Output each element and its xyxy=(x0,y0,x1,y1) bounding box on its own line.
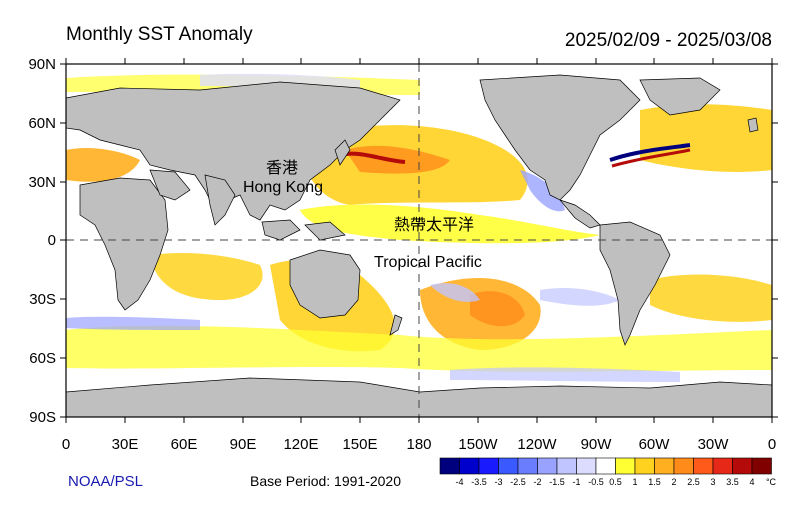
lat-label-90s: 90S xyxy=(29,409,56,426)
lon-label-120w: 120W xyxy=(517,436,557,453)
colorbar-tick-label: 1 xyxy=(632,477,637,487)
hong-kong-label-en: Hong Kong xyxy=(243,179,323,196)
colorbar-swatch xyxy=(654,457,675,475)
colorbar-tick-label: 3 xyxy=(710,477,715,487)
anomaly-patches xyxy=(66,73,772,382)
colorbar: -4 -3.5 -3 -2.5 -2 -1.5 -1 -0.5 0.5 1 1.5 2 2.5 3 3.5 4 xyxy=(439,457,772,487)
tropical-pacific-label-cn: 熱帶太平洋 xyxy=(394,216,474,234)
colorbar-tick-label: -3 xyxy=(494,477,502,487)
lat-label-0: 0 xyxy=(48,232,56,249)
lon-label-30w: 30W xyxy=(698,436,730,453)
lon-label-180: 180 xyxy=(406,436,431,453)
colorbar-swatch xyxy=(595,457,616,475)
lat-label-60n: 60N xyxy=(28,115,56,132)
hong-kong-label-cn: 香港 xyxy=(266,159,298,177)
tropical-pacific-label-en: Tropical Pacific xyxy=(374,254,482,271)
colorbar-swatch xyxy=(556,457,577,475)
colorbar-tick-label: 3.5 xyxy=(726,477,739,487)
lon-label-30e: 30E xyxy=(112,436,139,453)
lon-label-150e: 150E xyxy=(342,436,377,453)
colorbar-tick-label: -1 xyxy=(572,477,580,487)
colorbar-swatch xyxy=(537,457,558,475)
colorbar-tick-label: -2 xyxy=(533,477,541,487)
colorbar-swatch xyxy=(498,457,519,475)
continents xyxy=(65,74,773,418)
colorbar-swatch xyxy=(478,457,499,475)
colorbar-swatch xyxy=(732,457,753,475)
colorbar-tick-label: -4 xyxy=(455,477,463,487)
lon-label-90e: 90E xyxy=(230,436,257,453)
colorbar-tick-label: 2 xyxy=(671,477,676,487)
base-period-label: Base Period: 1991-2020 xyxy=(250,473,401,489)
date-range: 2025/02/09 - 2025/03/08 xyxy=(564,30,772,51)
colorbar-tick-label: -2.5 xyxy=(510,477,526,487)
colorbar-unit: °C xyxy=(766,477,777,487)
colorbar-tick-label: 0.5 xyxy=(609,477,622,487)
lat-label-60s: 60S xyxy=(29,350,56,367)
source-label: NOAA/PSL xyxy=(68,473,144,490)
colorbar-tick-label: 1.5 xyxy=(648,477,661,487)
colorbar-tick-label: 2.5 xyxy=(687,477,700,487)
axis-ticks xyxy=(60,58,778,423)
colorbar-swatch xyxy=(634,457,655,475)
lon-label-60e: 60E xyxy=(171,436,198,453)
lat-label-30s: 30S xyxy=(29,291,56,308)
lon-label-60w: 60W xyxy=(639,436,671,453)
colorbar-tick-label: -0.5 xyxy=(588,477,604,487)
colorbar-tick-label: -1.5 xyxy=(549,477,565,487)
colorbar-swatch xyxy=(615,457,636,475)
map-title: Monthly SST Anomaly xyxy=(66,24,253,45)
colorbar-tick-label: 4 xyxy=(749,477,754,487)
colorbar-swatch xyxy=(712,457,733,475)
lon-label-90w: 90W xyxy=(581,436,613,453)
lon-label-120e: 120E xyxy=(283,436,318,453)
colorbar-swatch xyxy=(517,457,538,475)
colorbar-swatch xyxy=(459,457,480,475)
colorbar-swatch xyxy=(693,457,714,475)
colorbar-swatch xyxy=(673,457,694,475)
colorbar-swatch xyxy=(439,457,460,475)
colorbar-tick-label: -3.5 xyxy=(471,477,487,487)
lat-label-90n: 90N xyxy=(28,56,56,73)
colorbar-swatch xyxy=(751,457,772,475)
lon-label-150w: 150W xyxy=(458,436,498,453)
lat-label-30n: 30N xyxy=(28,174,56,191)
lon-label-0: 0 xyxy=(62,436,70,453)
colorbar-swatch xyxy=(576,457,597,475)
lon-label-0-east: 0 xyxy=(768,436,776,453)
